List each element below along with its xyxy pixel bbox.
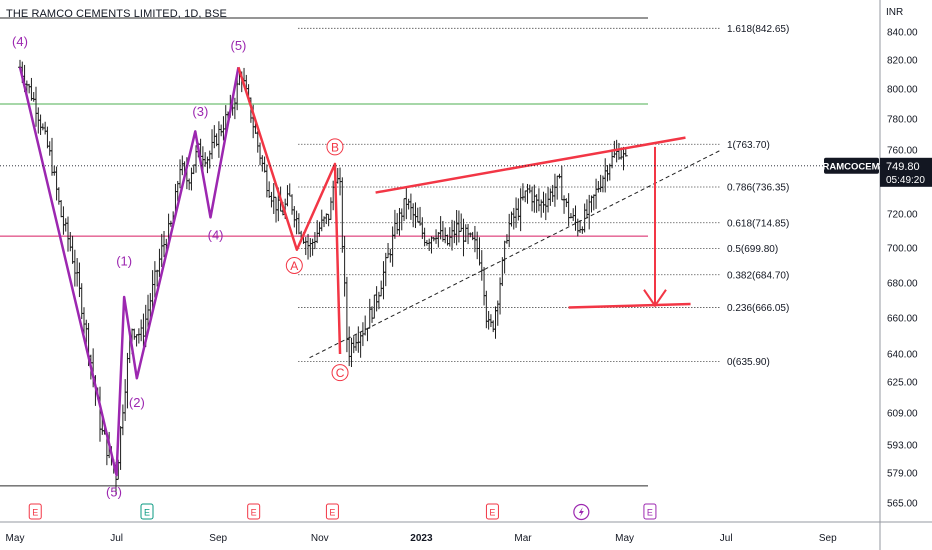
lightning-glyph (578, 507, 584, 517)
earnings-icon (325, 503, 339, 520)
earnings-label: E (647, 508, 653, 518)
fib-level-label: 1.618(842.65) (727, 24, 789, 35)
fib-retracement: 1.618(842.65) 1(763.70) 0.786(736.35) 0.618… (298, 24, 789, 368)
earnings-icon (485, 503, 499, 520)
y-tick-label: 820.00 (887, 56, 918, 67)
x-tick-label: Sep (819, 533, 837, 544)
resistance-trendline (375, 136, 686, 194)
abc-label-circle (326, 138, 344, 156)
x-tick-label: May (615, 533, 634, 544)
x-tick-label: Jul (720, 533, 733, 544)
earnings-label: E (489, 508, 495, 518)
abc-label: A (290, 259, 298, 273)
x-tick-label: Jul (110, 533, 123, 544)
x-tick-label: Sep (209, 533, 227, 544)
x-tick-label: May (6, 533, 25, 544)
fib-level-label: 1(763.70) (727, 140, 770, 151)
y-tick-label: 800.00 (887, 85, 918, 96)
y-tick-label: 609.00 (887, 409, 918, 420)
earnings-icon (643, 503, 657, 520)
price-axis-bg (880, 0, 932, 520)
abc-labels: A B C (285, 138, 349, 382)
earnings-label: E (144, 508, 150, 518)
target-trendline (568, 302, 691, 309)
x-axis: May Jul Sep Nov 2023 Mar May Jul Sep (6, 533, 838, 544)
earnings-icon (247, 503, 261, 520)
y-tick-label: 720.00 (887, 210, 918, 221)
x-tick-label: Nov (311, 533, 329, 544)
wave-label: (2) (129, 395, 145, 410)
y-tick-label: 640.00 (887, 350, 918, 361)
y-tick-label: 680.00 (887, 279, 918, 290)
countdown-timer: 05:49:20 (886, 175, 925, 186)
y-axis: 840.00820.00800.00780.00760.00740.00720.… (887, 28, 918, 510)
correction-wave (237, 66, 342, 355)
wave-label: (3) (192, 104, 208, 119)
fib-level-label: 0(635.90) (727, 357, 770, 368)
earnings-label: E (32, 508, 38, 518)
earnings-icon (140, 503, 154, 520)
abc-label: C (336, 366, 345, 380)
wave-label: (5) (106, 485, 122, 500)
fib-level-label: 0.382(684.70) (727, 270, 789, 281)
y-tick-label: 780.00 (887, 115, 918, 126)
support-dashed-trendline (309, 149, 722, 359)
wave-label: (1) (116, 254, 132, 269)
fib-level-label: 0.786(736.35) (727, 183, 789, 194)
wave-label: (5) (230, 38, 246, 53)
fib-level-label: 0.618(714.85) (727, 218, 789, 229)
y-tick-label: 840.00 (887, 28, 918, 39)
last-price-value: 749.80 (886, 161, 920, 173)
wave-label: (4) (12, 34, 28, 49)
abc-label: B (331, 140, 339, 154)
y-tick-label: 593.00 (887, 441, 918, 452)
earnings-label: E (329, 508, 335, 518)
price-bars (18, 59, 628, 495)
symbol-badge-text: RAMCOCEM (823, 161, 880, 172)
last-price-badge (880, 157, 932, 187)
y-tick-label: 565.00 (887, 499, 918, 510)
impulse-wave (18, 66, 240, 477)
projection-arrow-head (643, 289, 667, 308)
fib-level-label: 0.5(699.80) (727, 244, 778, 255)
abc-label-circle (285, 257, 303, 274)
y-tick-label: 760.00 (887, 146, 918, 157)
y-tick-label: 579.00 (887, 469, 918, 480)
earnings-label: E (251, 508, 257, 518)
y-tick-label: 660.00 (887, 314, 918, 325)
chart-title: THE RAMCO CEMENTS LIMITED, 1D, BSE (6, 8, 227, 20)
x-tick-label: 2023 (410, 533, 433, 544)
y-tick-label: 625.00 (887, 378, 918, 389)
wave-labels: (4) (5) (1) (2) (3) (4) (5) (12, 34, 246, 500)
y-tick-label: 700.00 (887, 244, 918, 255)
x-tick-label: Mar (514, 533, 532, 544)
earnings-icon (28, 503, 42, 520)
fib-level-label: 0.236(666.05) (727, 303, 789, 314)
wave-label: (4) (208, 228, 224, 243)
horizontal-lines (0, 17, 648, 487)
abc-label-circle (331, 364, 349, 382)
symbol-badge (824, 157, 879, 174)
currency-label: INR (886, 7, 903, 18)
